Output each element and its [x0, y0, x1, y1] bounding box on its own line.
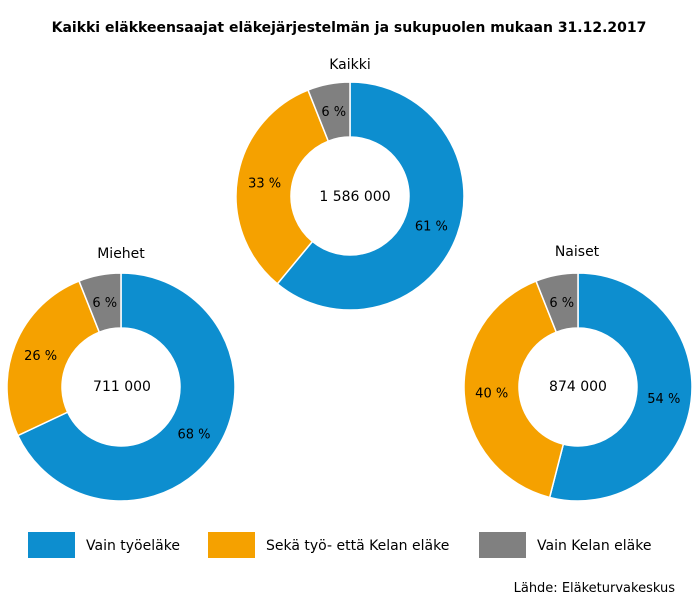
legend-label-seka-tyo-etta-kelan-elake: Sekä työ- että Kelan eläke: [266, 538, 449, 554]
chart-title: Kaikki eläkkeensaajat eläkejärjestelmän …: [52, 20, 647, 36]
center-total-kaikki: 1 586 000: [319, 189, 390, 205]
slice-naiset-vain-tyoelake: [548, 272, 693, 502]
slice-miehet-seka-tyo-etta-kelan-elake: [6, 280, 101, 437]
legend: Vain työeläke Sekä työ- että Kelan eläke…: [28, 532, 651, 558]
slice-label-miehet-seka-tyo-etta-kelan-elake: 26 %: [24, 349, 57, 364]
donut-title-naiset: Naiset: [555, 244, 600, 260]
center-total-miehet: 711 000: [93, 379, 151, 395]
slice-label-kaikki-seka-tyo-etta-kelan-elake: 33 %: [248, 177, 281, 192]
legend-item-vain-tyoelake: Vain työeläke: [28, 532, 180, 558]
legend-label-vain-kelan-elake: Vain Kelan eläke: [537, 538, 651, 554]
slice-label-miehet-vain-tyoelake: 68 %: [177, 427, 210, 442]
slice-label-kaikki-vain-tyoelake: 61 %: [415, 219, 448, 234]
donut-chart-naiset: Naiset 54 % 40 % 6 % 874 000: [463, 244, 693, 502]
slice-label-naiset-seka-tyo-etta-kelan-elake: 40 %: [475, 386, 508, 401]
slice-kaikki-seka-tyo-etta-kelan-elake: [235, 89, 330, 285]
slice-naiset-vain-kelan-elake: [535, 272, 579, 334]
legend-swatch-vain-tyoelake: [28, 532, 75, 558]
slice-kaikki-vain-kelan-elake: [307, 81, 351, 143]
slice-miehet-vain-tyoelake: [16, 272, 236, 502]
donut-title-kaikki: Kaikki: [329, 57, 371, 73]
legend-swatch-vain-kelan-elake: [479, 532, 526, 558]
slice-label-naiset-vain-kelan-elake: 6 %: [549, 296, 574, 311]
slices-naiset: 54 % 40 % 6 %: [463, 272, 693, 502]
slices-kaikki: 61 % 33 % 6 %: [235, 81, 465, 311]
source-note: Lähde: Eläketurvakeskus: [514, 581, 676, 596]
legend-label-vain-tyoelake: Vain työeläke: [86, 538, 180, 554]
slice-label-kaikki-vain-kelan-elake: 6 %: [321, 105, 346, 120]
slice-label-miehet-vain-kelan-elake: 6 %: [92, 296, 117, 311]
donut-chart-miehet: Miehet 68 % 26 % 6 % 711 000: [6, 246, 236, 502]
donut-title-miehet: Miehet: [97, 246, 145, 262]
slice-naiset-seka-tyo-etta-kelan-elake: [463, 280, 565, 499]
center-total-naiset: 874 000: [549, 379, 607, 395]
slice-miehet-vain-kelan-elake: [78, 272, 122, 334]
legend-item-seka-tyo-etta-kelan-elake: Sekä työ- että Kelan eläke: [208, 532, 449, 558]
legend-swatch-seka-tyo-etta-kelan-elake: [208, 532, 255, 558]
legend-item-vain-kelan-elake: Vain Kelan eläke: [479, 532, 651, 558]
slice-label-naiset-vain-tyoelake: 54 %: [647, 392, 680, 407]
slice-kaikki-vain-tyoelake: [276, 81, 465, 311]
donut-chart-kaikki: Kaikki 61 % 33 % 6 % 1 586 000: [235, 57, 465, 311]
slices-miehet: 68 % 26 % 6 %: [6, 272, 236, 502]
